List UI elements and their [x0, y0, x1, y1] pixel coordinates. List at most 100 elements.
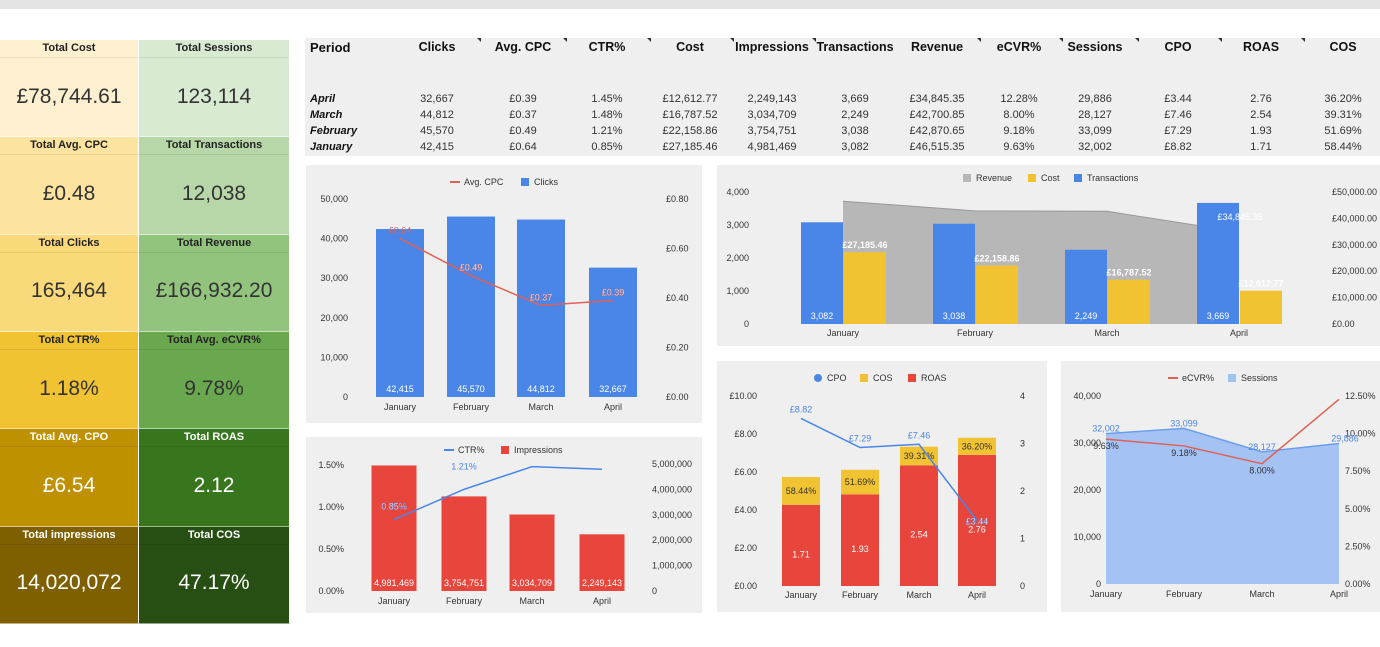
axis-tick-label: 10,000: [1073, 532, 1101, 542]
kpi-label: Total Avg. CPC: [0, 137, 138, 156]
legend-label: COS: [873, 373, 893, 383]
table-cell: 39.31%: [1324, 109, 1362, 121]
legend-label: CTR%: [458, 445, 485, 455]
x-tick-label: February: [1166, 589, 1203, 599]
x-tick-label: April: [604, 402, 622, 412]
sort-indicator-icon[interactable]: [1135, 38, 1139, 42]
bar-impressions: [579, 534, 625, 591]
bar-roas: [782, 504, 820, 586]
sort-indicator-icon[interactable]: [1301, 38, 1305, 42]
x-tick-label: March: [1249, 589, 1274, 599]
bar-roas: [841, 494, 879, 586]
legend-square-icon: [1074, 174, 1082, 182]
table-cell: 42,415: [420, 141, 454, 153]
axis-tick-label: 3: [1020, 439, 1025, 449]
axis-tick-label: £8.00: [734, 429, 757, 439]
bar-value-label: 51.69%: [845, 477, 876, 487]
table-cell: 3,038: [841, 125, 869, 137]
area-value-label: 33,099: [1170, 418, 1198, 428]
column-header[interactable]: Impressions: [735, 40, 809, 54]
kpi-label: Total Cost: [0, 40, 138, 58]
legend-label: eCVR%: [1182, 373, 1214, 383]
table-cell: £8.82: [1164, 141, 1192, 153]
bar-value-label: 2,249,143: [582, 578, 622, 588]
x-tick-label: March: [906, 590, 931, 600]
axis-tick-label: £0.80: [666, 194, 689, 204]
kpi-scorecards: Total Cost £78,744.61 Total Sessions 123,11…: [0, 40, 290, 624]
sort-indicator-icon[interactable]: [563, 38, 567, 42]
table-cell: 1.71: [1250, 141, 1272, 153]
bar-clicks: [517, 219, 565, 397]
bar-cos: [782, 477, 820, 505]
legend-label: Transactions: [1087, 173, 1139, 183]
table-cell: 36.20%: [1324, 93, 1362, 105]
axis-tick-label: 3,000: [726, 220, 749, 230]
column-header[interactable]: ROAS: [1242, 40, 1280, 54]
table-cell: 2.76: [1250, 93, 1272, 105]
table-cell: £0.49: [509, 125, 537, 137]
cpo-cos-roas-chart-panel: CPO COS ROAS £10.00 £8.00 £6.00 £4.00 £2.00 £0.0…: [717, 361, 1047, 612]
table-cell: 3,669: [841, 93, 869, 105]
axis-tick-label: £4.00: [734, 505, 757, 515]
kpi-card-total-transactions: Total Transactions 12,038: [139, 137, 290, 235]
line-value-label: £0.64: [389, 226, 412, 236]
axis-tick-label: £10,000.00: [1332, 293, 1377, 303]
bar-value-label: 1.93: [851, 544, 869, 554]
line-value-label: £0.49: [460, 263, 483, 273]
column-header[interactable]: Sessions: [1067, 40, 1123, 54]
bar-value-label: 39.31%: [904, 451, 935, 461]
axis-tick-label: £0.00: [666, 392, 689, 402]
column-header[interactable]: COS: [1329, 40, 1357, 54]
column-header[interactable]: CTR%: [588, 40, 626, 54]
kpi-card-total-avg-ecvr: Total Avg. eCVR% 9.78%: [139, 331, 290, 430]
column-header[interactable]: Avg. CPC: [494, 40, 552, 54]
bar-value-label: 4,981,469: [374, 578, 414, 588]
column-header[interactable]: Period: [310, 40, 351, 55]
table-cell: £34,845.35: [909, 93, 965, 105]
bar-impressions: [441, 496, 487, 591]
bar-value-label: 36.20%: [962, 441, 993, 451]
table-cell: 1.48%: [591, 109, 623, 121]
x-tick-label: February: [842, 590, 879, 600]
table-cell: £0.64: [509, 141, 537, 153]
table-cell: £27,185.46: [662, 141, 718, 153]
axis-tick-label: 0: [1020, 581, 1025, 591]
kpi-value: £78,744.61: [16, 84, 122, 108]
bar-cost: [1108, 279, 1150, 324]
table-cell: 58.44%: [1324, 141, 1362, 153]
sort-indicator-icon[interactable]: [812, 38, 816, 42]
column-header[interactable]: Clicks: [418, 40, 456, 54]
x-tick-label: April: [968, 590, 986, 600]
bar-value-label: 3,034,709: [512, 578, 552, 588]
kpi-card-total-clicks: Total Clicks 165,464: [0, 234, 139, 332]
column-header[interactable]: Revenue: [910, 40, 964, 54]
bar-value-label: £22,158.86: [974, 254, 1019, 264]
sort-indicator-icon[interactable]: [977, 38, 981, 42]
sort-indicator-icon[interactable]: [477, 38, 481, 42]
sort-indicator-icon[interactable]: [647, 38, 651, 42]
axis-tick-label: 0.50%: [318, 544, 344, 554]
axis-tick-label: 1: [1020, 534, 1025, 544]
column-header[interactable]: Transactions: [816, 40, 894, 54]
bar-cos: [958, 437, 996, 455]
sort-indicator-icon[interactable]: [1059, 38, 1063, 42]
column-header[interactable]: eCVR%: [996, 40, 1042, 54]
table-cell: £22,158.86: [662, 125, 718, 137]
area-value-label: 32,002: [1092, 424, 1120, 434]
kpi-value: 2.12: [193, 473, 235, 497]
axis-tick-label: £40,000.00: [1332, 213, 1377, 223]
bar-clicks: [376, 229, 424, 397]
sort-indicator-icon[interactable]: [1218, 38, 1222, 42]
column-header[interactable]: CPO: [1164, 40, 1192, 54]
table-cell: £3.44: [1164, 93, 1192, 105]
bar-transactions: [1065, 249, 1107, 324]
axis-tick-label: 1.00%: [318, 502, 344, 512]
sort-indicator-icon[interactable]: [730, 38, 734, 42]
kpi-value: £6.54: [42, 473, 96, 497]
area-value-label: 28,127: [1248, 442, 1276, 452]
column-header[interactable]: Cost: [676, 40, 704, 54]
bar-cost: [976, 265, 1018, 324]
kpi-label: Total ROAS: [139, 429, 289, 448]
table-cell: £16,787.52: [662, 109, 718, 121]
legend-square-icon: [501, 446, 509, 454]
